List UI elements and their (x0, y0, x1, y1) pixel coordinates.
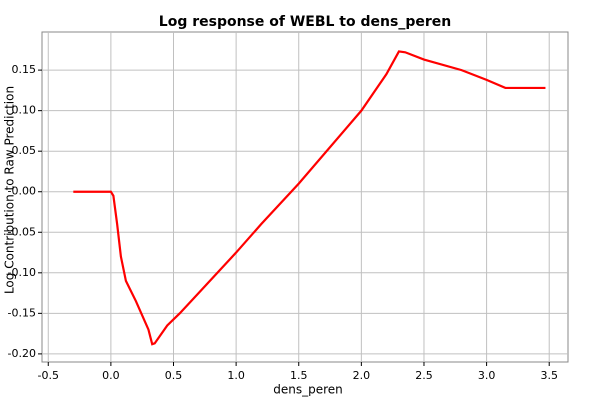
x-tick-label: 1.5 (290, 369, 308, 382)
y-axis-label: Log Contribution to Raw Prediction (3, 86, 17, 294)
y-tick-label: 0.15 (12, 63, 37, 76)
x-tick-label: 2.0 (353, 369, 371, 382)
x-axis-label: dens_peren (273, 383, 343, 397)
plot-frame (41, 31, 569, 363)
x-tick-label: -0.5 (38, 369, 59, 382)
y-tick-label: -0.00 (8, 185, 36, 198)
x-tick-label: 0.5 (165, 369, 183, 382)
y-tick-label: -0.15 (8, 306, 36, 319)
x-tick-label: 3.5 (540, 369, 558, 382)
y-tick-label: -0.20 (8, 347, 36, 360)
y-tick-label: 0.05 (12, 144, 37, 157)
x-tick-label: 2.5 (415, 369, 433, 382)
data-line (73, 50, 546, 346)
x-tick-label: 0.0 (102, 369, 120, 382)
y-tick-label: -0.10 (8, 266, 36, 279)
chart-title: Log response of WEBL to dens_peren (159, 14, 451, 30)
y-tick-label: 0.10 (12, 104, 37, 117)
x-tick-label: 3.0 (478, 369, 496, 382)
x-tick-label: 1.0 (227, 369, 245, 382)
y-tick-label: -0.05 (8, 225, 36, 238)
